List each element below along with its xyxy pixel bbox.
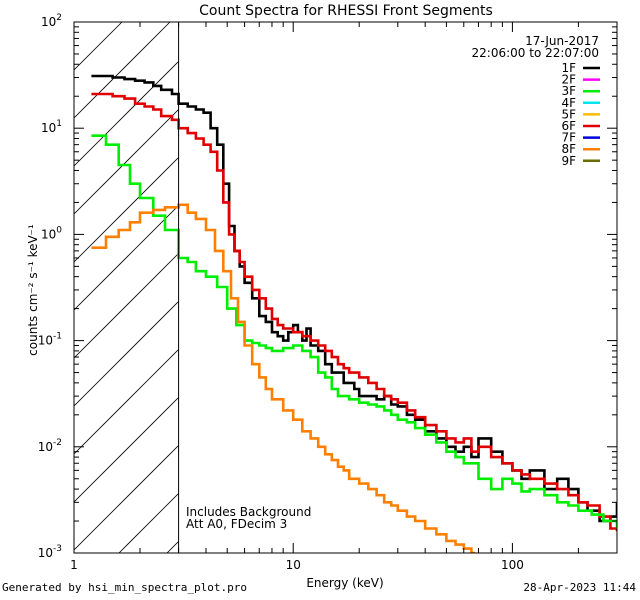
- x-axis-label: Energy (keV): [306, 576, 383, 590]
- time-range-label: 22:06:00 to 22:07:00: [472, 46, 599, 60]
- legend-label-7F: 7F: [561, 131, 576, 145]
- plot-frame: [73, 21, 618, 554]
- hatch-line: [74, 349, 179, 455]
- legend-label-8F: 8F: [561, 142, 576, 156]
- hatch-line: [74, 61, 179, 167]
- annotation-attenuator: Att A0, FDecim 3: [186, 517, 287, 531]
- annotation-background: Includes Background: [186, 505, 311, 519]
- legend-label-6F: 6F: [561, 119, 576, 133]
- legend-label-4F: 4F: [561, 96, 576, 110]
- hatch-line: [74, 397, 179, 503]
- hatch-line: [74, 253, 179, 359]
- timestamp-footer: 28-Apr-2023 11:44: [523, 581, 636, 594]
- legend-label-5F: 5F: [561, 107, 576, 121]
- y-tick-label: 10-1: [38, 332, 62, 348]
- y-tick-label: 10-2: [38, 438, 62, 454]
- legend-label-9F: 9F: [561, 154, 576, 168]
- hatch-line: [74, 22, 123, 71]
- hatch-line: [74, 157, 179, 263]
- legend-label-1F: 1F: [561, 61, 576, 75]
- hatch-line: [118, 493, 179, 553]
- y-tick-label: 10-3: [38, 544, 62, 560]
- series-layer: [91, 74, 617, 553]
- y-tick-label: 102: [41, 13, 62, 29]
- y-tick-label: 100: [41, 225, 62, 241]
- legend-label-3F: 3F: [561, 84, 576, 98]
- y-axis-label: counts cm⁻² s⁻¹ keV⁻¹: [26, 224, 40, 356]
- hatch-line: [74, 205, 179, 311]
- chart-title: Count Spectra for RHESSI Front Segments: [199, 3, 493, 19]
- y-tick-exponent: -2: [53, 438, 62, 448]
- x-tick-label: 10: [286, 558, 301, 572]
- hatch-line: [74, 109, 179, 215]
- hatch-line: [74, 301, 179, 407]
- generated-by-footer: Generated by hsi_min_spectra_plot.pro: [2, 581, 248, 594]
- x-tick-label: 1: [70, 558, 78, 572]
- y-tick-exponent: -3: [53, 544, 62, 554]
- series-3F: [91, 134, 617, 529]
- series-8F: [91, 203, 476, 553]
- hatched-region: [74, 22, 179, 553]
- y-tick-exponent: -1: [53, 332, 62, 342]
- y-tick-exponent: 2: [56, 13, 62, 23]
- legend-label-2F: 2F: [561, 73, 576, 87]
- date-label: 17-Jun-2017: [525, 34, 599, 48]
- y-tick-exponent: 1: [56, 119, 62, 129]
- x-tick-label: 100: [501, 558, 524, 572]
- y-tick-exponent: 0: [56, 225, 62, 235]
- y-tick-label: 101: [41, 119, 62, 135]
- hatch-line: [74, 445, 179, 551]
- hatch-line: [74, 22, 171, 119]
- hatch-line: [166, 541, 179, 553]
- series-6F: [91, 92, 617, 532]
